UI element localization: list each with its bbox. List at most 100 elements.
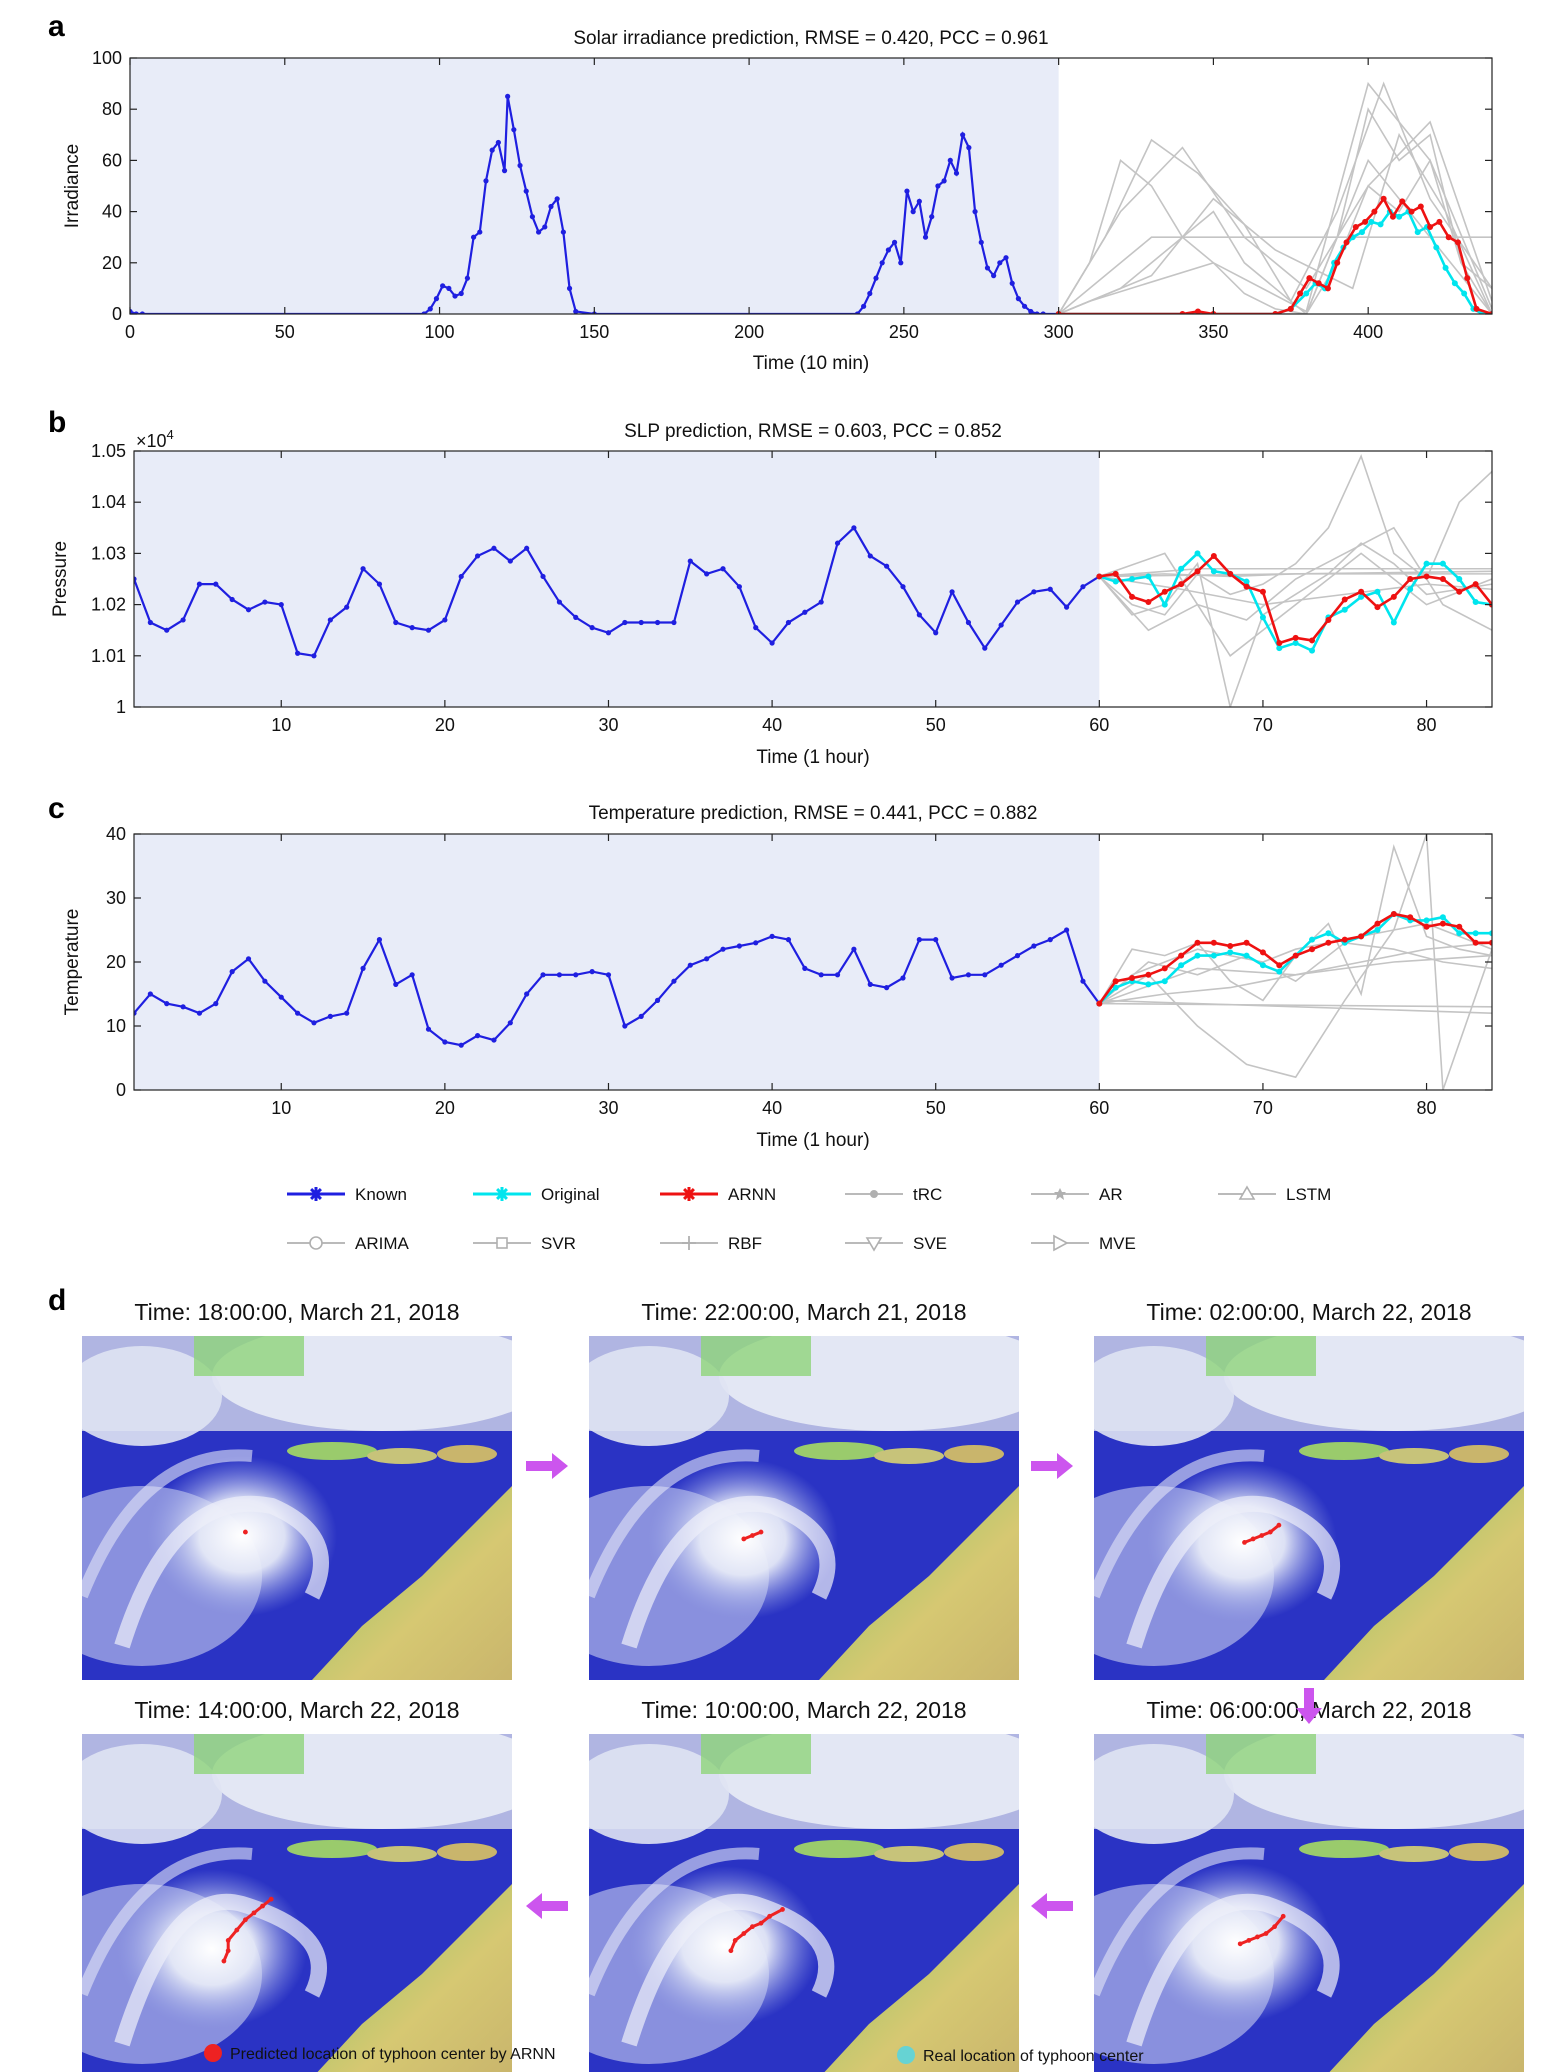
- chart-slp-point-known: [295, 650, 301, 656]
- chart-temperature-point-original: [1161, 978, 1168, 985]
- chart-temperature-point-known: [687, 962, 693, 968]
- chart-slp-point-known: [1014, 599, 1021, 605]
- chart-temperature-xtick-label: 40: [762, 1098, 782, 1118]
- predicted-center-dot: [1237, 1941, 1243, 1947]
- predicted-center-dot: [750, 1924, 755, 1930]
- chart-irradiance-point-arnn: [1362, 218, 1369, 225]
- chart-temperature-point-known: [376, 937, 383, 943]
- chart-temperature-point-known: [851, 946, 857, 952]
- chart-temperature-point-known: [654, 997, 661, 1004]
- chart-temperature-point-known: [147, 991, 153, 997]
- chart-temperature-point-known: [262, 978, 268, 984]
- chart-temperature-point-known: [180, 1004, 186, 1010]
- chart-irradiance-point-known: [1034, 311, 1040, 314]
- predicted-center-dot: [243, 1529, 248, 1535]
- legend-item-arnn: ARNN: [660, 1185, 776, 1204]
- chart-temperature-xtick-label: 30: [598, 1098, 618, 1118]
- legend-item-svr: SVR: [473, 1234, 576, 1253]
- chart-slp-series-sve: [1099, 567, 1492, 578]
- chart-irradiance-known-region: [130, 58, 1059, 314]
- chart-slp-point-known: [360, 566, 366, 572]
- chart-temperature-point-original: [1325, 930, 1332, 937]
- chart-slp-ytick-label: 1.02: [91, 595, 126, 615]
- chart-temperature-xtick-label: 20: [435, 1098, 455, 1118]
- chart-temperature-ytick-label: 20: [106, 952, 126, 972]
- chart-slp-xlabel: Time (1 hour): [756, 747, 869, 768]
- predicted-center-dot: [758, 1920, 764, 1926]
- chart-slp-point-original: [1292, 640, 1299, 646]
- chart-temperature-point-arnn: [1194, 939, 1201, 946]
- chart-irradiance-point-known: [517, 162, 523, 169]
- chart-irradiance-point-known: [1040, 311, 1046, 314]
- satellite-image: [589, 1336, 1019, 1680]
- legend-item-original: Original: [473, 1185, 600, 1204]
- chart-temperature-point-arnn: [1456, 923, 1463, 930]
- chart-irradiance-xtick-label: 400: [1353, 322, 1383, 342]
- real-location-legend-label: Real location of typhoon center: [923, 2048, 1144, 2065]
- chart-temperature-point-arnn: [1341, 936, 1348, 943]
- chart-slp-point-known: [982, 645, 988, 651]
- chart-irradiance-point-original: [1368, 218, 1375, 225]
- chart-irradiance-point-known: [560, 229, 566, 235]
- legend-item-lstm: LSTM: [1218, 1185, 1331, 1204]
- chart-irradiance-xtick-label: 300: [1044, 322, 1074, 342]
- chart-irradiance-point-known: [452, 293, 458, 299]
- chart-irradiance-point-arnn: [1399, 198, 1406, 205]
- chart-slp-point-arnn: [1227, 570, 1234, 577]
- chart-irradiance-point-known: [1021, 303, 1028, 309]
- chart-slp-point-known: [474, 553, 481, 559]
- predicted-center-dot: [1246, 1938, 1252, 1943]
- chart-slp-point-original: [1276, 645, 1283, 652]
- chart-irradiance-series-arima: [1058, 236, 1492, 314]
- legend-item-rbf: RBF: [660, 1234, 762, 1253]
- chart-irradiance-main-series: [130, 93, 1492, 314]
- chart-irradiance-ytick-label: 100: [92, 48, 122, 68]
- predicted-center-dot: [1259, 1533, 1265, 1538]
- chart-slp-baselines: [1098, 453, 1492, 707]
- chart-slp-point-arnn: [1472, 581, 1479, 588]
- chart-irradiance-point-known: [978, 239, 984, 245]
- chart-irradiance-ytick-label: 60: [102, 150, 122, 170]
- chart-slp-point-original: [1390, 619, 1397, 626]
- chart-irradiance-point-original: [1303, 290, 1310, 297]
- chart-irradiance-point-arnn: [1343, 239, 1350, 246]
- typhoon-frame-5: Time: 10:00:00, March 22, 2018: [589, 1697, 1019, 2072]
- chart-temperature-point-known: [998, 962, 1004, 968]
- predicted-center-dot: [234, 1927, 240, 1933]
- legend-label: Known: [355, 1185, 407, 1204]
- chart-slp-point-known: [965, 619, 972, 626]
- predicted-center-dot: [750, 1533, 755, 1538]
- chart-slp-point-arnn: [1407, 576, 1414, 582]
- chart-temperature-point-arnn: [1358, 933, 1365, 940]
- chart-temperature-point-known: [213, 1001, 219, 1007]
- chart-slp-point-arnn: [1259, 588, 1266, 595]
- chart-temperature-xtick-label: 60: [1089, 1098, 1109, 1118]
- chart-slp-xtick-label: 20: [435, 715, 455, 735]
- chart-irradiance-point-known: [984, 265, 991, 271]
- chart-temperature-point-original: [1439, 914, 1446, 921]
- chart-slp-point-known: [524, 545, 530, 551]
- satellite-image: [589, 1734, 1019, 2072]
- chart-slp-point-known: [1047, 586, 1053, 592]
- chart-slp-point-known: [134, 576, 137, 582]
- chart-irradiance-point-original: [1414, 229, 1421, 236]
- chart-temperature-point-original: [1456, 930, 1463, 937]
- chart-irradiance-point-known: [529, 214, 536, 220]
- chart-irradiance-point-arnn: [1464, 275, 1471, 282]
- legend-marker-triangle-down-icon: [865, 1237, 883, 1252]
- typhoon-frame-2: Time: 22:00:00, March 21, 2018: [589, 1299, 1019, 1680]
- chart-irradiance-xtick-label: 200: [734, 322, 764, 342]
- chart-slp-point-arnn: [1194, 568, 1201, 575]
- predicted-center-dot: [1276, 1522, 1282, 1528]
- chart-irradiance-point-known: [489, 147, 495, 153]
- chart-temperature-point-original: [1210, 952, 1217, 959]
- chart-irradiance-point-known: [953, 170, 960, 176]
- chart-temperature-point-arnn: [1161, 965, 1168, 972]
- chart-slp-point-known: [327, 617, 333, 623]
- chart-slp-point-known: [491, 545, 497, 551]
- predicted-center-dot: [780, 1907, 785, 1912]
- chart-irradiance-point-known: [554, 196, 560, 202]
- predicted-center-dot: [1263, 1931, 1269, 1936]
- chart-irradiance-point-known: [464, 275, 471, 281]
- chart-slp-point-known: [393, 619, 399, 626]
